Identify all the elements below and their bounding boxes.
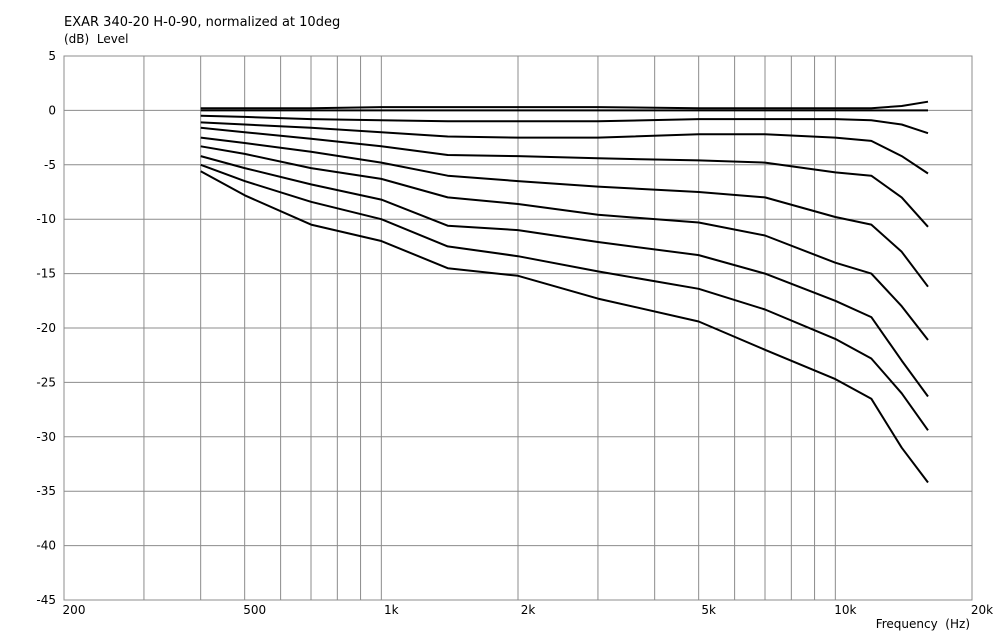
chart-title: EXAR 340-20 H-0-90, normalized at 10deg — [64, 15, 340, 30]
y-tick-label: -30 — [36, 430, 56, 444]
data-line — [200, 126, 929, 228]
y-tick-label: -40 — [36, 539, 56, 553]
y-tick-label: 0 — [48, 103, 56, 117]
y-tick-label: -5 — [44, 158, 56, 172]
y-tick-label: -45 — [36, 593, 56, 607]
x-axis-label: Frequency (Hz) — [876, 617, 970, 631]
data-line — [200, 100, 929, 110]
x-tick-label: 20k — [971, 603, 993, 617]
x-tick-label: 200 — [63, 603, 86, 617]
y-tick-label: -35 — [36, 484, 56, 498]
x-tick-label: 500 — [243, 603, 266, 617]
x-tick-label: 5k — [701, 603, 716, 617]
x-tick-label: 10k — [834, 603, 856, 617]
data-line — [200, 145, 929, 341]
data-line — [200, 136, 929, 288]
data-line — [200, 170, 929, 484]
y-axis-label: (dB) Level — [64, 32, 129, 46]
data-line — [200, 121, 929, 175]
data-line — [200, 114, 929, 135]
y-tick-label: -10 — [36, 212, 56, 226]
y-tick-label: -20 — [36, 321, 56, 335]
data-line — [200, 163, 929, 431]
data-line — [200, 155, 929, 398]
y-tick-label: -25 — [36, 375, 56, 389]
y-tick-label: -15 — [36, 267, 56, 281]
x-tick-label: 1k — [384, 603, 399, 617]
y-tick-label: 5 — [48, 49, 56, 63]
plot-frame — [63, 55, 973, 601]
x-tick-label: 2k — [521, 603, 536, 617]
